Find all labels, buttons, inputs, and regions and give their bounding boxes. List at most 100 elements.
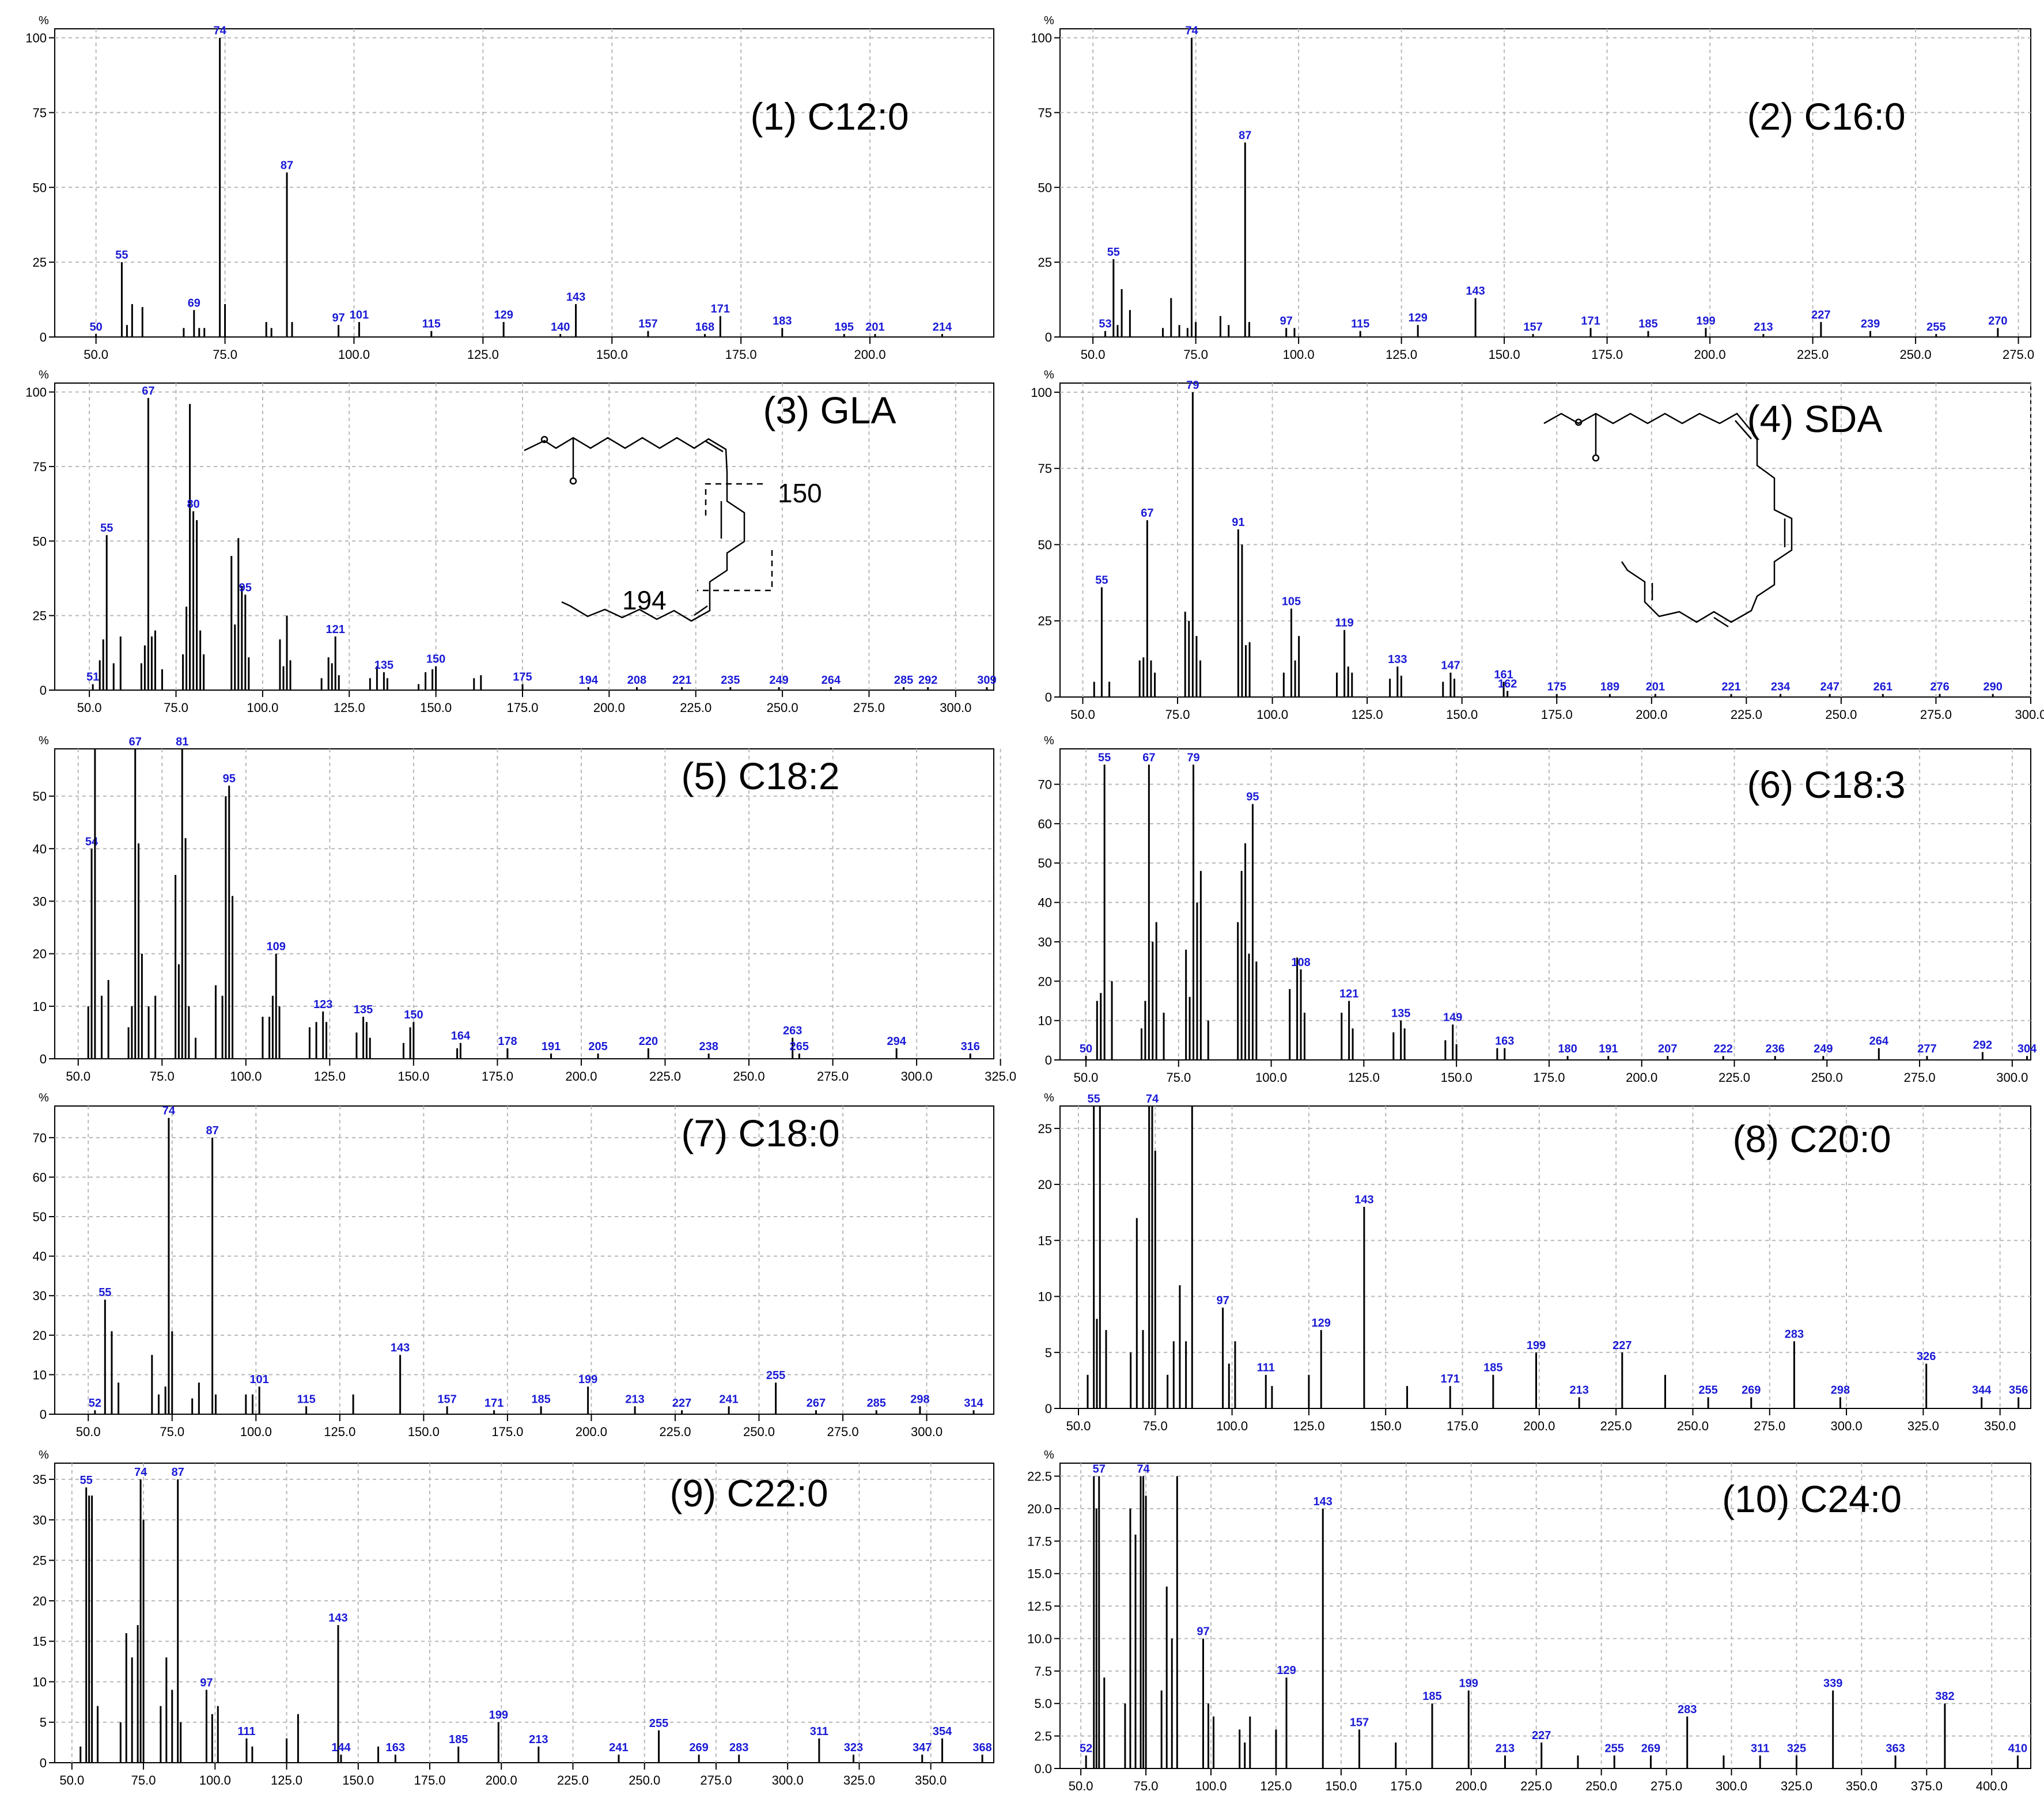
peak-label: 247 bbox=[1820, 681, 1839, 694]
x-tick-label: 50.0 bbox=[1070, 707, 1095, 722]
peak-label: 144 bbox=[331, 1741, 351, 1754]
y-tick-label: 10 bbox=[33, 1368, 47, 1382]
peak-label: 129 bbox=[494, 309, 513, 321]
peak-label: 185 bbox=[531, 1393, 550, 1406]
peak-label: 221 bbox=[1721, 681, 1740, 694]
peak-label: 255 bbox=[1605, 1742, 1624, 1755]
peak-label: 157 bbox=[437, 1393, 456, 1406]
peak-label: 270 bbox=[1988, 315, 2007, 327]
peak-label: 316 bbox=[961, 1040, 980, 1053]
panel-title: (6) C18:3 bbox=[1747, 763, 1905, 806]
peak-label: 53 bbox=[1099, 318, 1111, 331]
spectrum-panel-5: % 50.0 75.0 100.0 125.0 150.0 175.0 200.0 225.0 2… bbox=[33, 734, 1017, 1084]
x-tick-label: 50.0 bbox=[1069, 1779, 1093, 1793]
spectrum-panel-2: % 50.0 75.0 100.0 125.0 150.0 175.0 200.0 225.0 2… bbox=[1031, 14, 2034, 362]
x-tick-label: 200.0 bbox=[1626, 1070, 1657, 1085]
peak-label: 168 bbox=[695, 321, 714, 334]
peak-label: 55 bbox=[1107, 246, 1120, 259]
peak-label: 67 bbox=[142, 385, 154, 397]
peak-label: 199 bbox=[1696, 315, 1715, 327]
peak-label: 55 bbox=[80, 1474, 93, 1487]
y-tick-label: 0 bbox=[1045, 1402, 1052, 1416]
peak-label: 69 bbox=[188, 297, 200, 309]
x-tick-label: 225.0 bbox=[1731, 707, 1762, 722]
peak-label: 238 bbox=[699, 1040, 718, 1053]
y-unit-label: % bbox=[39, 1092, 49, 1104]
peak-label: 207 bbox=[1658, 1043, 1677, 1055]
annotation-150: 150 bbox=[778, 478, 822, 508]
x-tick-label: 375.0 bbox=[1911, 1779, 1943, 1793]
peak-label: 222 bbox=[1714, 1043, 1733, 1055]
peak-label: 55 bbox=[99, 1286, 111, 1299]
y-tick-label: 60 bbox=[33, 1170, 47, 1184]
peak-label: 163 bbox=[386, 1741, 405, 1754]
x-tick-label: 125.0 bbox=[1352, 707, 1383, 722]
y-tick-label: 20 bbox=[1038, 974, 1052, 988]
peak-label: 97 bbox=[1280, 315, 1293, 327]
peak-label: 95 bbox=[1246, 791, 1259, 804]
x-tick-label: 225.0 bbox=[1600, 1419, 1632, 1433]
y-tick-label: 20 bbox=[33, 1594, 47, 1608]
panel-title: (10) C24:0 bbox=[1722, 1478, 1902, 1520]
x-tick-label: 300.0 bbox=[1996, 1070, 2028, 1085]
x-tick-label: 275.0 bbox=[1754, 1419, 1785, 1433]
peak-label: 311 bbox=[810, 1725, 828, 1738]
peak-label: 294 bbox=[887, 1035, 906, 1048]
x-tick-label: 75.0 bbox=[1166, 1070, 1191, 1085]
cleavage-194-line bbox=[697, 550, 773, 592]
x-tick-label: 125.0 bbox=[1260, 1779, 1292, 1793]
y-tick-label: 10 bbox=[33, 999, 47, 1014]
spectrum-panel-8: % 50.0 75.0 100.0 125.0 150.0 175.0 200.0 225.0 2… bbox=[1038, 1092, 2031, 1433]
spectrum-panel-3: % 50.0 75.0 100.0 125.0 150.0 175.0 200.0 225.0 2… bbox=[25, 369, 996, 715]
peak-label: 87 bbox=[206, 1124, 218, 1137]
y-tick-label: 22.5 bbox=[1027, 1470, 1052, 1484]
x-tick-label: 300.0 bbox=[911, 1425, 942, 1439]
x-tick-label: 150.0 bbox=[420, 700, 452, 715]
x-tick-label: 275.0 bbox=[827, 1425, 859, 1439]
peak-label: 74 bbox=[1185, 25, 1198, 37]
x-tick-label: 100.0 bbox=[247, 700, 278, 715]
x-tick-label: 75.0 bbox=[131, 1773, 156, 1787]
x-tick-label: 175.0 bbox=[491, 1425, 523, 1439]
peak-label: 298 bbox=[1831, 1384, 1850, 1397]
peak-label: 235 bbox=[721, 674, 740, 687]
x-tick-label: 100.0 bbox=[1216, 1419, 1248, 1433]
y-unit-label: % bbox=[39, 734, 49, 747]
y-tick-label: 50 bbox=[1038, 856, 1052, 870]
peak-label: 129 bbox=[1277, 1664, 1296, 1677]
peak-label: 55 bbox=[100, 522, 113, 535]
peak-label: 123 bbox=[313, 998, 332, 1011]
x-tick-label: 250.0 bbox=[1585, 1779, 1617, 1793]
plot-frame bbox=[1059, 1105, 2031, 1409]
peak-label: 309 bbox=[977, 674, 996, 687]
cleavage-150-line bbox=[705, 483, 766, 516]
x-tick-label: 125.0 bbox=[1293, 1419, 1324, 1433]
plot-frame bbox=[54, 1463, 994, 1763]
x-tick-label: 200.0 bbox=[1636, 707, 1667, 722]
x-tick-label: 150.0 bbox=[1370, 1419, 1402, 1433]
peak-label: 201 bbox=[865, 321, 884, 334]
y-tick-label: 0.0 bbox=[1034, 1762, 1052, 1776]
peak-label: 263 bbox=[783, 1025, 802, 1037]
peak-label: 175 bbox=[1547, 681, 1566, 694]
x-tick-label: 100.0 bbox=[1195, 1779, 1227, 1793]
x-tick-label: 150.0 bbox=[1325, 1779, 1357, 1793]
peak-label: 269 bbox=[1641, 1742, 1660, 1755]
peak-label: 81 bbox=[176, 736, 188, 748]
x-tick-label: 200.0 bbox=[1455, 1779, 1487, 1793]
x-tick-label: 150.0 bbox=[1489, 347, 1520, 362]
peak-label: 236 bbox=[1766, 1043, 1785, 1055]
peak-label: 191 bbox=[1599, 1043, 1618, 1055]
x-tick-label: 200.0 bbox=[593, 700, 625, 715]
peak-label: 101 bbox=[350, 309, 369, 321]
x-tick-label: 200.0 bbox=[486, 1773, 517, 1787]
y-tick-label: 0 bbox=[40, 1052, 47, 1066]
y-tick-label: 30 bbox=[1038, 935, 1052, 949]
peak-label: 269 bbox=[1742, 1384, 1761, 1397]
peak-label: 249 bbox=[769, 674, 788, 687]
x-tick-label: 75.0 bbox=[1143, 1419, 1168, 1433]
peak-label: 171 bbox=[1441, 1373, 1460, 1385]
spectrum-panel-7: % 50.0 75.0 100.0 125.0 150.0 175.0 200.0 225.0 2… bbox=[33, 1092, 994, 1439]
y-unit-label: % bbox=[1044, 369, 1054, 381]
